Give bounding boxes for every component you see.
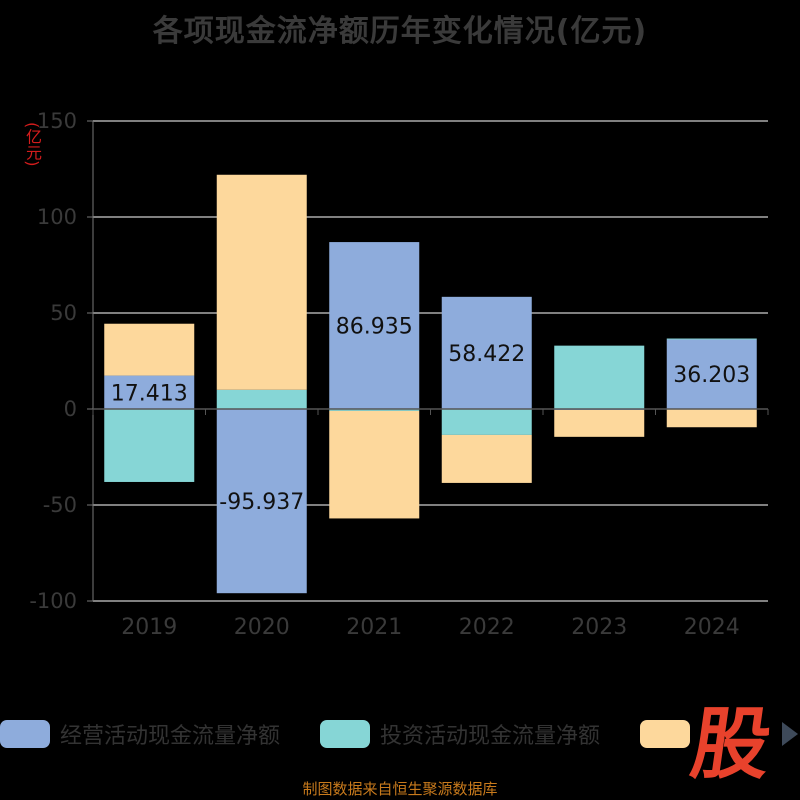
bar-operating-2021 xyxy=(329,242,420,409)
bar-operating-2019 xyxy=(104,375,195,409)
data-label-operating-2021: 86.935 xyxy=(336,315,413,340)
legend-swatch-financing xyxy=(640,720,690,748)
data-label-operating-2024: 36.203 xyxy=(673,363,750,388)
legend-label-operating: 经营活动现金流量净额 xyxy=(60,724,281,749)
y-tick-label: 50 xyxy=(50,301,77,325)
bar-financing-2023 xyxy=(554,409,645,437)
legend-item-financing[interactable] xyxy=(640,714,700,754)
legend-next-page-icon[interactable] xyxy=(782,722,798,746)
bar-financing-2020 xyxy=(216,174,307,390)
bar-investing-2019 xyxy=(104,409,195,482)
x-tick-label-2023: 2023 xyxy=(571,615,627,640)
data-label-operating-2022: 58.422 xyxy=(448,342,525,367)
bar-investing-2021 xyxy=(329,409,420,411)
bar-operating-2020 xyxy=(216,409,307,594)
x-tick-label-2021: 2021 xyxy=(346,615,402,640)
y-tick-label: -50 xyxy=(43,493,77,517)
legend: 经营活动现金流量净额 投资活动现金流量净额 xyxy=(0,714,800,754)
bar-investing-2023 xyxy=(554,345,645,409)
legend-item-investing[interactable]: 投资活动现金流量净额 xyxy=(320,714,600,754)
y-tick-label: -100 xyxy=(29,589,77,613)
bar-financing-2021 xyxy=(329,410,420,519)
bar-financing-2019 xyxy=(104,323,195,376)
bar-financing-2024 xyxy=(666,409,757,428)
bar-investing-2024 xyxy=(666,338,757,340)
legend-label-investing: 投资活动现金流量净额 xyxy=(380,724,601,749)
data-label-operating-2019: 17.413 xyxy=(111,381,188,406)
data-source-footer: 制图数据来自恒生聚源数据库 xyxy=(302,780,498,798)
brand-logo: 股 xyxy=(685,699,777,790)
bar-financing-2022 xyxy=(441,434,532,483)
legend-item-operating[interactable]: 经营活动现金流量净额 xyxy=(0,714,280,754)
y-tick-label: 0 xyxy=(64,397,77,421)
y-tick-label: 150 xyxy=(37,109,77,133)
x-tick-label-2022: 2022 xyxy=(459,615,515,640)
legend-swatch-investing xyxy=(320,720,370,748)
bar-operating-2022 xyxy=(441,296,532,409)
y-axis-unit-label: (亿元) xyxy=(23,122,42,167)
data-label-operating-2020: -95.937 xyxy=(219,490,304,515)
bar-investing-2020 xyxy=(216,389,307,409)
x-tick-label-2024: 2024 xyxy=(684,615,740,640)
y-tick-label: 100 xyxy=(37,205,77,229)
bar-operating-2024 xyxy=(666,339,757,409)
x-tick-label-2019: 2019 xyxy=(121,615,177,640)
legend-swatch-operating xyxy=(0,720,50,748)
x-tick-label-2020: 2020 xyxy=(234,615,290,640)
bar-investing-2022 xyxy=(441,409,532,435)
chart-title: 各项现金流净额历年变化情况(亿元) xyxy=(152,14,648,49)
